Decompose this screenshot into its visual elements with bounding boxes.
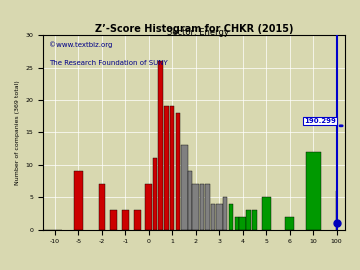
Y-axis label: Number of companies (369 total): Number of companies (369 total) xyxy=(15,80,20,185)
Bar xyxy=(235,217,239,230)
Bar xyxy=(199,184,204,230)
Bar xyxy=(122,210,129,230)
Bar xyxy=(252,210,257,230)
Text: The Research Foundation of SUNY: The Research Foundation of SUNY xyxy=(49,60,168,66)
Bar xyxy=(180,145,188,230)
Bar xyxy=(206,184,210,230)
Title: Z’-Score Histogram for CHKR (2015): Z’-Score Histogram for CHKR (2015) xyxy=(95,24,293,34)
Bar xyxy=(336,191,337,229)
Bar xyxy=(145,184,152,230)
Bar xyxy=(170,106,174,230)
Bar xyxy=(216,204,223,230)
Bar xyxy=(134,210,141,230)
Bar xyxy=(158,61,163,230)
Bar xyxy=(261,197,271,230)
Bar xyxy=(153,158,157,230)
Bar xyxy=(176,113,180,230)
Bar xyxy=(188,171,192,230)
Bar xyxy=(285,217,294,230)
Text: Sector: Energy: Sector: Energy xyxy=(167,28,229,37)
Bar xyxy=(192,184,199,230)
Bar xyxy=(110,210,117,230)
Bar xyxy=(306,152,320,230)
Bar xyxy=(99,184,105,230)
Bar xyxy=(229,204,233,230)
Text: 190.299: 190.299 xyxy=(304,118,336,124)
Bar xyxy=(239,217,246,230)
Bar xyxy=(164,106,168,230)
Text: ©www.textbiz.org: ©www.textbiz.org xyxy=(49,41,113,48)
Bar xyxy=(223,197,227,230)
Bar xyxy=(247,210,251,230)
Bar xyxy=(211,204,216,230)
Bar xyxy=(74,171,82,230)
